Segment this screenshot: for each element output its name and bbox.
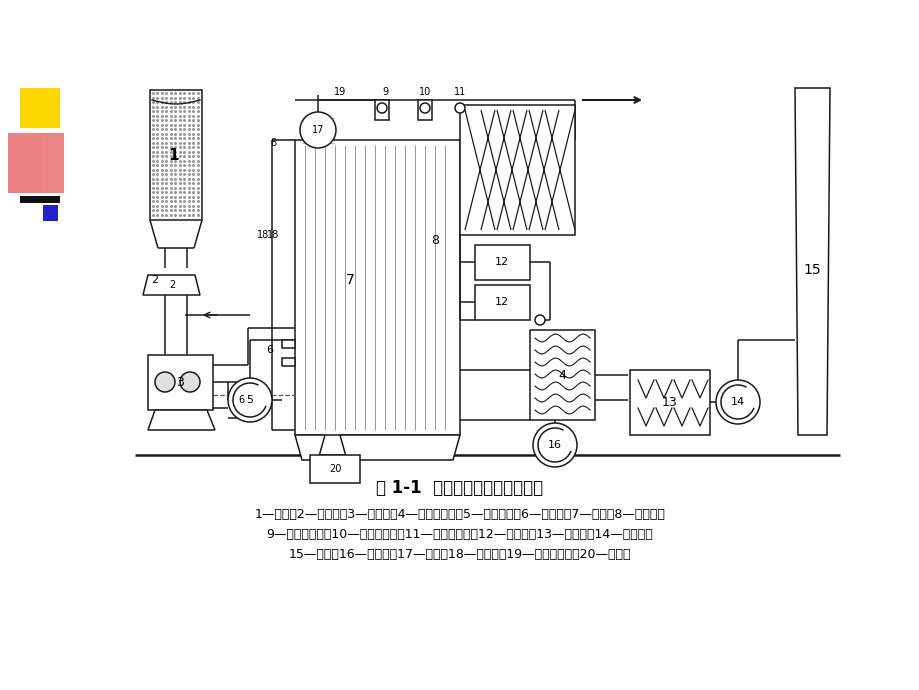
- Text: 13: 13: [662, 395, 677, 408]
- Text: 12: 12: [494, 257, 508, 267]
- Bar: [20, 88, 60, 128]
- Text: 16: 16: [548, 440, 562, 450]
- Text: 1: 1: [168, 148, 179, 163]
- Bar: [282, 340, 295, 348]
- Polygon shape: [148, 410, 215, 430]
- Bar: [148, 355, 213, 410]
- Text: 8: 8: [269, 138, 276, 148]
- Bar: [529, 330, 595, 420]
- Circle shape: [228, 378, 272, 422]
- Bar: [474, 285, 529, 320]
- Text: 6: 6: [238, 395, 244, 405]
- Circle shape: [300, 112, 335, 148]
- Bar: [282, 358, 295, 366]
- Text: 12: 12: [494, 297, 508, 307]
- Bar: [295, 140, 460, 435]
- Text: 18: 18: [267, 230, 278, 240]
- Circle shape: [532, 423, 576, 467]
- Polygon shape: [295, 435, 324, 460]
- Text: 4: 4: [558, 368, 565, 382]
- Circle shape: [377, 103, 387, 113]
- Text: 19: 19: [334, 87, 346, 97]
- Bar: [150, 90, 202, 220]
- Text: 17: 17: [312, 125, 323, 135]
- Circle shape: [535, 315, 544, 325]
- Text: 15: 15: [802, 263, 820, 277]
- Circle shape: [715, 380, 759, 424]
- Bar: [474, 245, 529, 280]
- Polygon shape: [142, 275, 199, 295]
- Text: 11: 11: [453, 87, 466, 97]
- Text: 2: 2: [169, 280, 175, 290]
- Text: 2: 2: [152, 275, 158, 285]
- Polygon shape: [340, 435, 460, 460]
- Circle shape: [180, 372, 199, 392]
- Bar: [8, 133, 64, 193]
- Text: 1—煽斗；2—给煤机；3—磨煤机；4—空气预热器；5—排粉风机；6—燃烧器；7—炉膛；8—水冷壁；: 1—煽斗；2—给煤机；3—磨煤机；4—空气预热器；5—排粉风机；6—燃烧器；7—…: [255, 508, 664, 520]
- Text: 15—烟囱；16—送风机；17—锅筒；18—下降管；19—顶棚过热器；20—排渣室: 15—烟囱；16—送风机；17—锅筒；18—下降管；19—顶棚过热器；20—排渣…: [289, 547, 630, 560]
- Text: 10: 10: [418, 87, 431, 97]
- Bar: [630, 370, 709, 435]
- Circle shape: [420, 103, 429, 113]
- Bar: [375, 100, 389, 120]
- Bar: [310, 455, 359, 483]
- Text: 9: 9: [381, 87, 388, 97]
- Bar: [417, 100, 432, 120]
- Text: 9—屏式过热器；10—高温过热器；11—低温过热器；12—省煤器；13—除尘器；14—引风机；: 9—屏式过热器；10—高温过热器；11—低温过热器；12—省煤器；13—除尘器；…: [267, 527, 652, 540]
- Bar: [20, 196, 60, 203]
- Text: 18: 18: [256, 230, 269, 240]
- Circle shape: [455, 103, 464, 113]
- Bar: [460, 105, 574, 235]
- Bar: [8, 133, 43, 193]
- Text: 8: 8: [430, 233, 438, 246]
- Text: 20: 20: [328, 464, 341, 474]
- Circle shape: [154, 372, 175, 392]
- Text: 图 1-1  锅炉机组的工作过程示意: 图 1-1 锅炉机组的工作过程示意: [376, 479, 543, 497]
- Bar: [43, 205, 58, 221]
- Text: 3: 3: [176, 375, 184, 388]
- Text: 14: 14: [730, 397, 744, 407]
- Polygon shape: [794, 88, 829, 435]
- Text: 7: 7: [346, 273, 354, 287]
- Text: 5: 5: [246, 395, 254, 405]
- Text: 6: 6: [267, 345, 273, 355]
